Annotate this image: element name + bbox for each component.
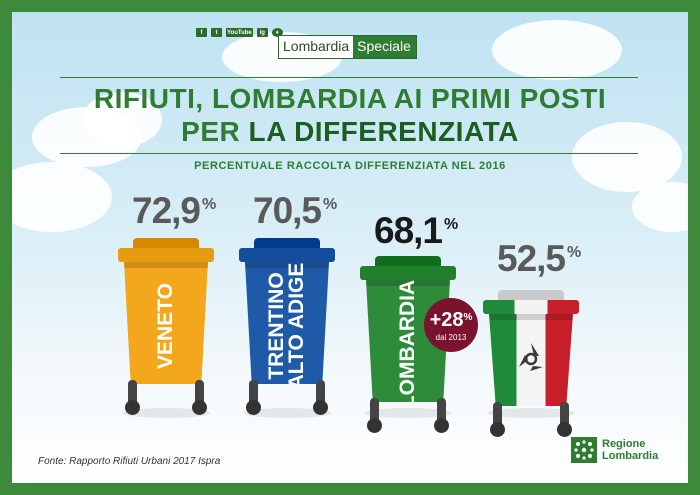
value-label: 70,5% [253,190,337,232]
source-note: Fonte: Rapporto Rifiuti Urbani 2017 Ispr… [38,456,221,467]
rosa-camuna-icon [571,437,597,463]
brand-right: Speciale [353,36,416,58]
value-number: 70,5 [253,190,322,231]
growth-note: dal 2013 [435,333,467,342]
growth-number: +28 [429,309,464,331]
value-unit: % [323,196,338,213]
category-label-line: ALTO ADIGE [285,262,308,390]
bin-bar: TRENTINO ALTO ADIGE [239,238,335,418]
value-unit: % [444,216,459,233]
logo-text: Regione Lombardia [602,438,658,462]
category-label-line: VENETO [154,283,177,369]
bin-shadow [364,408,452,418]
instagram-icon[interactable]: ig [256,28,268,37]
title-rule-bottom [60,153,638,154]
bin-wheel [367,398,382,433]
growth-badge: +28% dal 2013 [424,298,478,352]
bin-bar: VENETO [118,238,214,418]
logo-line2: Lombardia [602,450,659,462]
value-number: 52,5 [497,238,566,279]
bin-wheel [192,380,207,415]
bin-body: TRENTINO ALTO ADIGE [245,262,329,384]
twitter-icon[interactable]: t [211,28,222,37]
chart-subtitle: PERCENTUALE RACCOLTA DIFFERENZIATA NEL 2… [194,160,506,172]
bin-shadow [122,408,210,418]
bin-rim [245,262,329,268]
bin-handle [254,238,320,250]
bin-wheel [434,398,449,433]
bin-handle [133,238,199,250]
bin-body [489,314,573,406]
bin-shadow [243,408,331,418]
bin-rim [124,262,208,268]
recycle-icon [519,343,543,371]
bin-rim [366,280,450,286]
social-icons: f t YouTube ig ♦ [196,28,283,37]
value-number: 68,1 [374,210,443,251]
chart-title-line2: PER LA DIFFERENZIATA [0,116,700,148]
growth-unit: % [463,312,473,323]
category-label: TRENTINO ALTO ADIGE [265,262,308,390]
youtube-icon[interactable]: YouTube [226,28,253,37]
chart-title-line1: RIFIUTI, LOMBARDIA AI PRIMI POSTI [93,83,607,114]
bin-handle [375,256,441,268]
category-label: VENETO [154,283,177,369]
title-emphasis: LA DIFFERENZIATA [248,116,519,147]
category-label-line: LOMBARDIA [396,279,419,409]
value-label: 52,5% [497,238,581,280]
brand-left: Lombardia [283,38,350,54]
bin-wheel [125,380,140,415]
value-unit: % [202,196,217,213]
logo-line1: Regione [602,438,646,450]
title-prefix: PER [181,116,249,147]
category-label-line: TRENTINO [265,272,288,380]
bin-wheel [313,380,328,415]
bin-lid [239,248,335,262]
map-pin-icon[interactable]: ♦ [271,28,283,37]
bin-wheel [490,402,505,437]
bin-lid [360,266,456,280]
bin-lid [483,300,579,314]
bin-wheel [246,380,261,415]
value-unit: % [567,244,582,261]
brand-logo: Lombardia Speciale [278,35,417,59]
bin-handle [498,290,564,302]
bin-shadow [487,408,575,418]
regione-lombardia-logo: Regione Lombardia [571,437,658,463]
value-label: 68,1% [374,210,458,252]
bin-bar [483,290,579,470]
facebook-icon[interactable]: f [196,28,207,37]
bin-wheel [557,402,572,437]
value-number: 72,9 [132,190,201,231]
title-rule-top [60,77,638,78]
value-label: 72,9% [132,190,216,232]
bin-rim [489,314,573,320]
bin-lid [118,248,214,262]
growth-value: +28% [424,308,478,330]
bin-body: VENETO [124,262,208,384]
category-label: LOMBARDIA [396,279,419,409]
